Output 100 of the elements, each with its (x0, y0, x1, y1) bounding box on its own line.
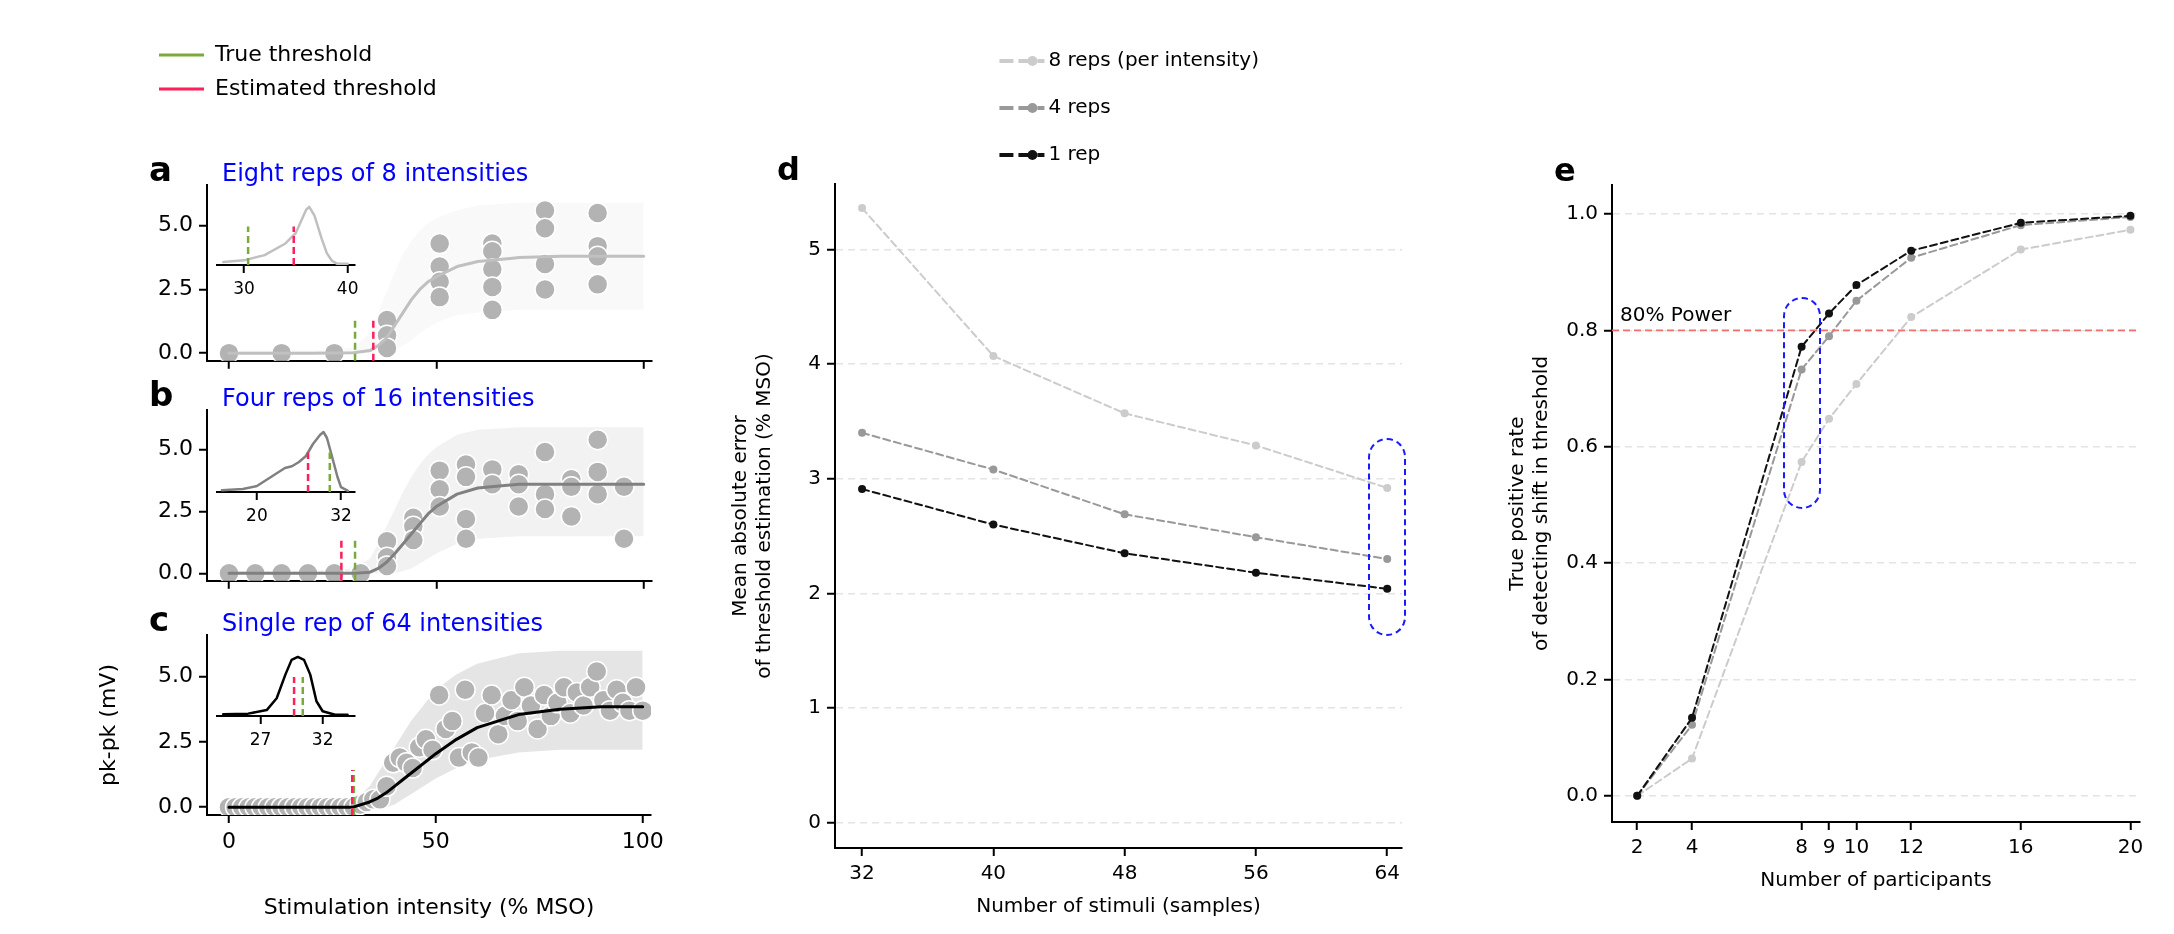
x-tick-label: 30 (233, 277, 255, 298)
point (989, 352, 998, 361)
point (1251, 441, 1260, 450)
x-tick-label: 40 (336, 277, 359, 298)
y-tick-label: 0.6 (1566, 432, 1598, 457)
x-tick-label: 4 (1685, 834, 1699, 859)
point (989, 465, 998, 474)
x-tick-label: 32 (849, 860, 875, 885)
x-tick-label: 56 (1243, 860, 1269, 885)
y-tick-label: 0.2 (1566, 665, 1598, 690)
chart-title: Eight reps of 8 intensities (222, 159, 529, 188)
point (1907, 253, 1916, 262)
y-tick-label: 1.0 (1566, 200, 1598, 225)
y-tick-label: 2 (808, 579, 821, 604)
point (534, 217, 556, 240)
x-tick-label: 9 (1822, 834, 1836, 859)
chart-title: Four reps of 16 intensities (222, 384, 535, 413)
y-tick-label: 0 (808, 808, 821, 833)
point (1825, 414, 1834, 423)
point (428, 286, 451, 308)
x-tick-label: 27 (249, 728, 272, 749)
ref-line-label: 80% Power (1620, 301, 1733, 326)
x-tick-label: 100 (621, 827, 664, 853)
x-axis-title: Number of stimuli (samples) (976, 893, 1261, 918)
text: b (149, 373, 174, 414)
point (534, 498, 556, 520)
y-tick-label: 5.0 (158, 211, 193, 237)
point (534, 199, 556, 222)
legend-label: 1 rep (1048, 141, 1101, 166)
point (1688, 754, 1697, 763)
x-tick-label: 0 (221, 827, 236, 853)
point (560, 505, 583, 528)
point (1852, 379, 1861, 388)
point (1907, 313, 1916, 322)
point (989, 520, 998, 529)
point (534, 441, 556, 463)
point (1825, 332, 1834, 341)
point (586, 428, 609, 451)
y-tick-label: 5 (808, 235, 821, 260)
y-tick-label: 0.0 (158, 338, 193, 364)
point (1852, 296, 1861, 305)
legend-label: 4 reps (1048, 94, 1111, 119)
y-tick-label: 3 (808, 464, 821, 489)
point (586, 483, 609, 505)
y-tick-label: 0.0 (158, 559, 193, 585)
x-tick-label: 10 (1843, 834, 1870, 859)
point (481, 276, 504, 298)
point (858, 428, 867, 437)
text: a (149, 148, 172, 189)
point (1383, 584, 1392, 593)
y-tick-label: 5.0 (158, 662, 193, 688)
point (1852, 281, 1861, 290)
y-axis-title: Mean absolute error of threshold estimation (% MSO) (727, 353, 776, 679)
x-tick-label: 12 (1898, 834, 1924, 859)
point (1120, 409, 1129, 418)
point (1688, 713, 1697, 722)
point (858, 485, 867, 494)
point (1797, 457, 1806, 466)
point (1797, 342, 1806, 351)
point (1797, 365, 1806, 374)
point (586, 273, 609, 296)
point (613, 527, 635, 550)
x-tick-label: 40 (980, 860, 1007, 885)
y-axis-title: True positive rate of detecting shift in threshold (1504, 355, 1553, 652)
y-tick-label: 0.0 (158, 792, 193, 818)
y-tick-label: 2.5 (158, 275, 193, 301)
y-tick-label: 5.0 (158, 435, 193, 461)
x-tick-label: 50 (421, 827, 450, 853)
legend-label: True threshold (214, 40, 373, 66)
point (428, 478, 451, 500)
y-tick-label: 2.5 (158, 497, 193, 523)
point (455, 527, 477, 550)
point (428, 232, 451, 255)
point (1383, 483, 1392, 492)
x-axis-title: Number of participants (1760, 867, 1992, 892)
x-axis-title: Stimulation intensity (% MSO) (263, 893, 595, 919)
chart-title: Single rep of 64 intensities (222, 609, 544, 638)
point (586, 461, 609, 483)
y-tick-label: 1 (808, 694, 821, 719)
y-tick-label: 0.8 (1566, 316, 1598, 341)
point (534, 278, 556, 301)
x-tick-label: 32 (311, 728, 334, 749)
point (858, 204, 867, 213)
text: c (149, 598, 170, 639)
text: e (1554, 151, 1576, 190)
x-tick-label: 2 (1630, 834, 1644, 859)
point (455, 508, 477, 530)
y-tick-label: 4 (808, 350, 821, 375)
y-axis-title: pk-pk (mV) (94, 664, 120, 786)
point (1907, 246, 1916, 255)
text: d (777, 150, 800, 189)
x-tick-label: 20 (246, 504, 268, 525)
x-tick-label: 16 (2008, 834, 2034, 859)
point (586, 202, 609, 224)
point (507, 495, 530, 518)
x-tick-label: 48 (1111, 860, 1138, 885)
point (1383, 555, 1392, 564)
y-tick-label: 0.0 (1566, 782, 1598, 807)
point (2016, 245, 2025, 254)
point (2126, 225, 2135, 234)
